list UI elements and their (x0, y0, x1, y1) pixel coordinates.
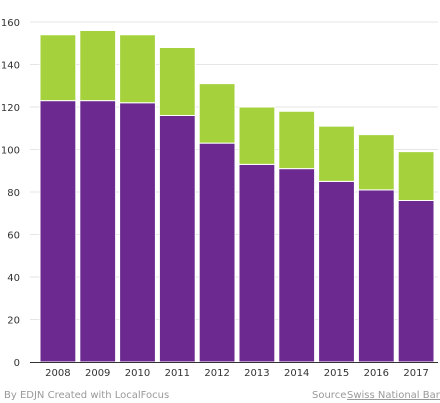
bar-2008-series-1 (39, 100, 77, 363)
y-tick-label-120: 120 (1, 103, 20, 114)
y-tick-label-60: 60 (7, 231, 20, 242)
bar-2012-series-2 (198, 83, 236, 144)
x-tick-label-2009: 2009 (85, 368, 110, 379)
y-tick-label-100: 100 (1, 146, 20, 157)
x-tick-label-2012: 2012 (204, 368, 229, 379)
bar-2017-series-1 (397, 200, 435, 363)
x-tick-label-2016: 2016 (364, 368, 389, 379)
bar-2012-series-1 (198, 142, 236, 363)
bar-2010-series-2 (119, 34, 156, 104)
y-tick-label-140: 140 (1, 61, 20, 72)
bar-2011-series-2 (158, 47, 196, 116)
bar-2013-series-2 (238, 106, 276, 165)
bar-2010-series-1 (119, 102, 156, 363)
x-tick-label-2017: 2017 (403, 368, 428, 379)
footer-credit: By EDJN Created with LocalFocus (4, 390, 169, 401)
bar-2016-series-1 (357, 189, 395, 363)
x-tick-label-2013: 2013 (244, 368, 269, 379)
bar-2014-series-1 (278, 168, 316, 363)
bar-2015-series-2 (318, 125, 355, 182)
y-tick-label-80: 80 (7, 188, 20, 199)
bar-2013-series-1 (238, 163, 276, 363)
bar-2016-series-2 (357, 134, 395, 191)
x-tick-label-2015: 2015 (324, 368, 349, 379)
bar-2009-series-2 (79, 30, 117, 102)
y-tick-label-160: 160 (1, 18, 20, 29)
bar-2015-series-1 (318, 180, 355, 363)
footer: By EDJN Created with LocalFocus Source S… (4, 390, 440, 401)
footer-source-link[interactable]: Swiss National Ban (347, 390, 440, 401)
bar-2009-series-1 (79, 100, 117, 363)
x-tick-label-2011: 2011 (165, 368, 190, 379)
y-tick-label-40: 40 (7, 273, 20, 284)
footer-source-prefix: Source (312, 390, 346, 401)
axes: 0 20 40 60 80 100 120 140 160 2008 2009 2010 2011 201… (1, 18, 438, 379)
bar-2014-series-2 (278, 110, 316, 170)
bar-2008-series-2 (39, 34, 77, 102)
bar-2017-series-2 (397, 151, 435, 201)
x-tick-label-2008: 2008 (45, 368, 70, 379)
y-tick-label-20: 20 (7, 316, 20, 327)
y-tick-label-0: 0 (14, 358, 20, 369)
x-tick-label-2014: 2014 (284, 368, 309, 379)
bar-2011-series-1 (158, 115, 196, 363)
bars (39, 30, 435, 363)
x-tick-label-2010: 2010 (125, 368, 150, 379)
